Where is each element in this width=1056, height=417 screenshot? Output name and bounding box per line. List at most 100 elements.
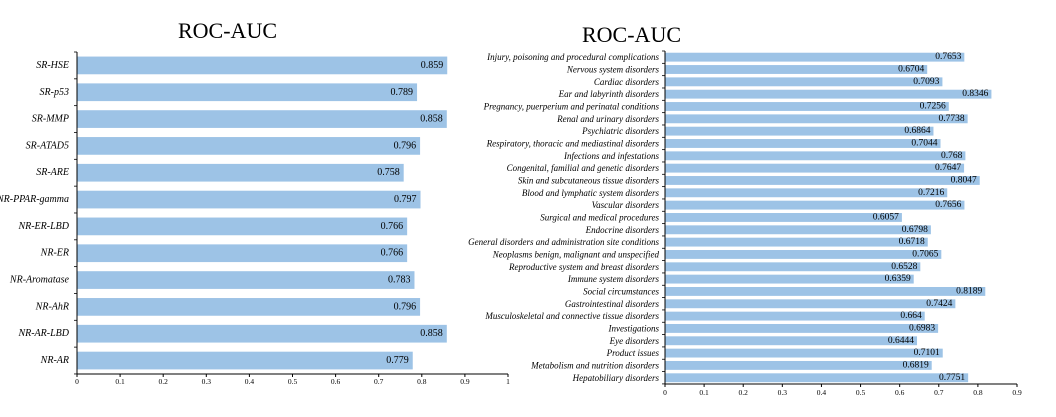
right-bar bbox=[665, 250, 942, 259]
right-value-label: 0.7256 bbox=[920, 101, 946, 111]
right-category-label: Product issues bbox=[606, 348, 660, 358]
left-value-label: 0.858 bbox=[420, 114, 443, 125]
left-value-label: 0.766 bbox=[381, 248, 404, 259]
right-x-tick-label: 0.2 bbox=[739, 388, 749, 397]
left-category-label: SR-ATAD5 bbox=[26, 140, 69, 151]
right-category-label: Surgical and medical procedures bbox=[540, 212, 659, 222]
right-value-label: 0.6983 bbox=[909, 323, 935, 333]
left-bar bbox=[77, 56, 448, 75]
right-value-label: 0.7044 bbox=[911, 138, 937, 148]
right-category-label: Respiratory, thoracic and mediastinal di… bbox=[486, 138, 660, 148]
right-bar bbox=[665, 89, 992, 99]
right-value-label: 0.8047 bbox=[951, 175, 977, 185]
right-value-label: 0.664 bbox=[900, 311, 922, 321]
left-x-tick-label: 0.4 bbox=[245, 377, 255, 386]
right-bar bbox=[665, 188, 948, 198]
left-value-label: 0.796 bbox=[394, 301, 417, 312]
right-bar bbox=[665, 360, 932, 370]
left-x-tick-label: 0.1 bbox=[115, 377, 125, 386]
left-x-tick-label: 0.9 bbox=[460, 377, 470, 386]
left-chart: SR-HSE 0.859 SR-p53 0.789 SR-MMP 0.858 SR-ATAD… bbox=[0, 51, 510, 386]
left-x-tick-label: 0.2 bbox=[159, 377, 169, 386]
left-value-label: 0.859 bbox=[421, 60, 444, 71]
right-value-label: 0.7093 bbox=[913, 77, 939, 87]
left-value-label: 0.783 bbox=[388, 275, 411, 286]
right-x-tick-label: 0 bbox=[663, 388, 667, 397]
right-bar bbox=[665, 373, 969, 383]
right-value-label: 0.7424 bbox=[926, 299, 952, 309]
right-value-label: 0.6359 bbox=[885, 274, 911, 284]
left-bar bbox=[77, 351, 413, 370]
right-category-label: Neoplasms benign, malignant and unspecif… bbox=[492, 249, 660, 259]
left-category-label: NR-AhR bbox=[35, 301, 69, 312]
right-bar bbox=[665, 151, 966, 161]
left-category-label: SR-p53 bbox=[40, 87, 69, 98]
right-bar bbox=[665, 237, 928, 247]
right-bar bbox=[665, 311, 925, 321]
right-bar bbox=[665, 225, 931, 235]
right-category-label: Psychiatric disorders bbox=[581, 126, 659, 136]
right-value-label: 0.6444 bbox=[888, 336, 914, 346]
left-value-label: 0.796 bbox=[394, 140, 417, 151]
right-category-label: Ear and labyrinth disorders bbox=[558, 89, 660, 99]
right-value-label: 0.7656 bbox=[935, 200, 961, 210]
right-category-label: Nervous system disorders bbox=[566, 65, 660, 75]
right-category-label: Vascular disorders bbox=[592, 200, 660, 210]
left-value-label: 0.779 bbox=[386, 355, 409, 366]
left-value-label: 0.797 bbox=[394, 194, 417, 205]
left-bar bbox=[77, 137, 421, 155]
right-value-label: 0.6528 bbox=[891, 262, 917, 272]
left-x-tick-label: 1 bbox=[506, 377, 510, 386]
right-category-label: Hepatobiliary disorders bbox=[572, 373, 660, 383]
right-x-tick-label: 0.9 bbox=[1012, 388, 1022, 397]
right-value-label: 0.7653 bbox=[935, 52, 961, 62]
right-value-label: 0.768 bbox=[941, 151, 963, 161]
right-value-label: 0.7101 bbox=[914, 348, 940, 358]
left-bar bbox=[77, 110, 447, 128]
left-bar bbox=[77, 271, 415, 289]
right-category-label: Renal and urinary disorders bbox=[556, 114, 659, 124]
left-bar bbox=[77, 83, 418, 102]
right-category-label: Gastrointestinal disorders bbox=[565, 299, 660, 309]
right-category-label: Reproductive system and breast disorders bbox=[508, 262, 659, 272]
left-category-label: SR-HSE bbox=[36, 60, 69, 71]
right-x-tick-label: 0.1 bbox=[699, 388, 709, 397]
right-value-label: 0.7738 bbox=[939, 114, 965, 124]
right-bar bbox=[665, 213, 902, 222]
right-value-label: 0.7647 bbox=[935, 163, 961, 173]
left-category-label: SR-MMP bbox=[32, 114, 69, 125]
left-bar bbox=[77, 244, 408, 263]
right-x-tick-label: 0.6 bbox=[895, 388, 905, 397]
left-x-tick-label: 0.3 bbox=[202, 377, 212, 386]
left-bar bbox=[77, 190, 421, 209]
right-bar bbox=[665, 287, 986, 296]
right-category-label: Immune system disorders bbox=[567, 274, 660, 284]
right-category-label: Injury, poisoning and procedural complic… bbox=[486, 52, 659, 62]
right-value-label: 0.7216 bbox=[918, 188, 944, 198]
left-x-tick-label: 0.5 bbox=[288, 377, 298, 386]
right-category-label: Endocrine disorders bbox=[585, 225, 660, 235]
left-value-label: 0.789 bbox=[391, 87, 414, 98]
left-category-label: NR-AR bbox=[40, 355, 69, 366]
left-category-label: NR-Aromatase bbox=[9, 275, 70, 286]
right-x-tick-label: 0.4 bbox=[817, 388, 827, 397]
left-category-label: NR-ER bbox=[40, 248, 69, 259]
left-x-tick-label: 0 bbox=[75, 377, 79, 386]
right-category-label: Investigations bbox=[608, 323, 660, 333]
right-category-label: General disorders and administration sit… bbox=[468, 237, 659, 247]
right-bar bbox=[665, 77, 943, 87]
right-value-label: 0.6819 bbox=[903, 360, 929, 370]
left-value-label: 0.858 bbox=[420, 328, 443, 339]
left-x-tick-label: 0.7 bbox=[374, 377, 384, 386]
right-x-tick-label: 0.7 bbox=[934, 388, 944, 397]
left-bar bbox=[77, 217, 408, 236]
right-bar bbox=[665, 200, 965, 210]
left-category-label: NR-PPAR-gamma bbox=[0, 194, 69, 205]
right-bar bbox=[665, 65, 928, 74]
right-value-label: 0.6798 bbox=[902, 225, 928, 235]
right-category-label: Congenital, familial and genetic disorde… bbox=[507, 163, 660, 173]
right-category-label: Eye disorders bbox=[609, 336, 660, 346]
right-value-label: 0.6057 bbox=[873, 212, 899, 222]
left-value-label: 0.758 bbox=[377, 167, 400, 178]
